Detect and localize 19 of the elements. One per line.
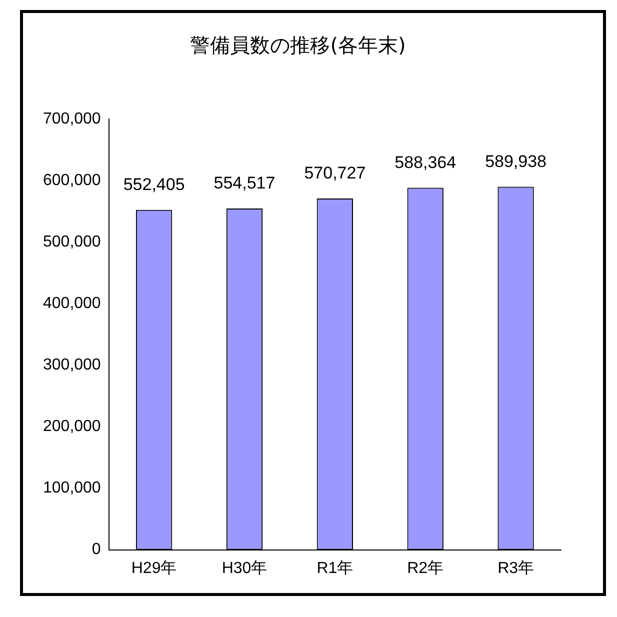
x-tick-label: R3年: [498, 560, 534, 577]
data-label: 552,405: [123, 175, 185, 194]
x-tick-label: H30年: [222, 560, 268, 577]
y-tick-label: 100,000: [42, 480, 101, 497]
data-label: 570,727: [304, 164, 366, 183]
data-label: 588,364: [394, 152, 456, 172]
x-tick-label: R1年: [316, 560, 354, 577]
x-tick-label: H29年: [131, 560, 177, 577]
y-tick-label: 700,000: [42, 110, 101, 128]
y-tick-label: 600,000: [42, 172, 101, 189]
y-tick-label: 200,000: [42, 418, 101, 436]
y-tick-label: 300,000: [42, 356, 101, 374]
chart-title: 警備員数の推移(各年末): [190, 33, 406, 58]
y-tick-label: 500,000: [42, 233, 101, 250]
data-label: 589,938: [485, 152, 547, 171]
x-tick-label: R2年: [407, 560, 444, 577]
data-label: 554,517: [214, 174, 276, 193]
y-tick-label: 0: [92, 541, 101, 558]
y-tick-label: 400,000: [42, 295, 101, 312]
